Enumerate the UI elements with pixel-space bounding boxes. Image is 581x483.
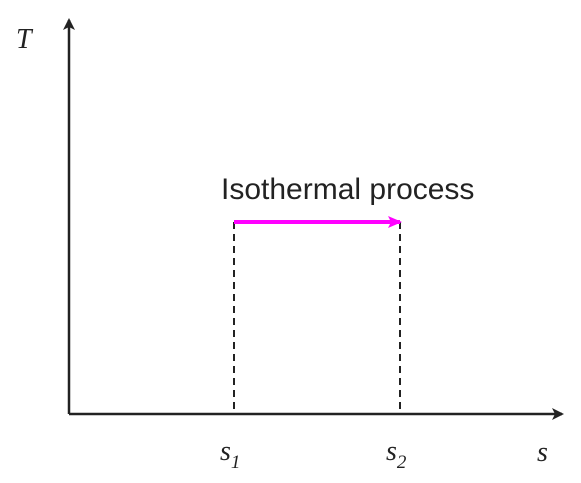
tick-s2-symbol: s xyxy=(386,436,397,467)
process-label: Isothermal process xyxy=(221,173,474,206)
tick-label-s1: s1 xyxy=(220,436,240,473)
tick-s1-subscript: 1 xyxy=(231,452,241,473)
tick-s1-symbol: s xyxy=(220,436,231,467)
x-axis-label: s xyxy=(537,437,548,468)
tick-label-s2: s2 xyxy=(386,436,407,473)
tick-s2-subscript: 2 xyxy=(397,452,407,473)
y-axis-label: T xyxy=(16,24,34,55)
